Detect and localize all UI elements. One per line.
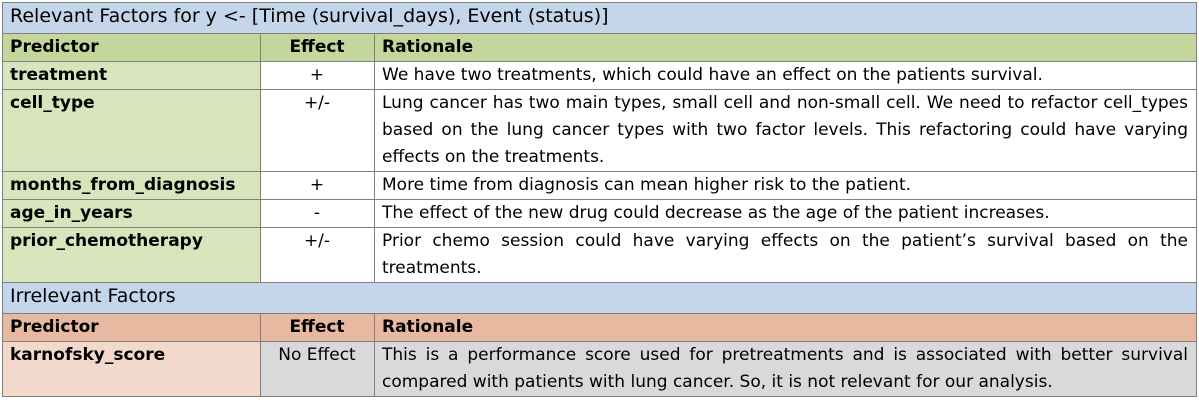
effect-cell: - — [260, 199, 375, 228]
rationale-cell: This is a performance score used for pre… — [374, 341, 1197, 397]
predictor-header: Predictor — [2, 313, 261, 342]
effect-cell: + — [260, 171, 375, 200]
table-row: age_in_years - The effect of the new dru… — [2, 199, 1197, 228]
table-row: cell_type +/- Lung cancer has two main t… — [2, 89, 1197, 172]
rationale-header: Rationale — [374, 313, 1197, 342]
rationale-cell: We have two treatments, which could have… — [374, 61, 1197, 90]
effect-cell: +/- — [260, 227, 375, 283]
rationale-cell: The effect of the new drug could decreas… — [374, 199, 1197, 228]
rationale-cell: Lung cancer has two main types, small ce… — [374, 89, 1197, 172]
table-row: prior_chemotherapy +/- Prior chemo sessi… — [2, 227, 1197, 283]
table-row: karnofsky_score No Effect This is a perf… — [2, 341, 1197, 397]
predictor-cell: age_in_years — [2, 199, 261, 228]
effect-header: Effect — [260, 313, 375, 342]
irrelevant-header-row: Predictor Effect Rationale — [2, 313, 1197, 342]
rationale-cell: Prior chemo session could have varying e… — [374, 227, 1197, 283]
relevant-banner-row: Relevant Factors for y <- [Time (surviva… — [2, 2, 1197, 34]
relevant-factors-title: Relevant Factors for y <- [Time (surviva… — [2, 2, 1197, 34]
effect-header: Effect — [260, 33, 375, 62]
table-row: months_from_diagnosis + More time from d… — [2, 171, 1197, 200]
predictor-cell: treatment — [2, 61, 261, 90]
predictor-cell: months_from_diagnosis — [2, 171, 261, 200]
irrelevant-banner-row: Irrelevant Factors — [2, 282, 1197, 314]
rationale-cell: More time from diagnosis can mean higher… — [374, 171, 1197, 200]
predictor-cell: karnofsky_score — [2, 341, 261, 397]
effect-cell: No Effect — [260, 341, 375, 397]
relevant-header-row: Predictor Effect Rationale — [2, 33, 1197, 62]
predictor-header: Predictor — [2, 33, 261, 62]
rationale-header: Rationale — [374, 33, 1197, 62]
effect-cell: +/- — [260, 89, 375, 172]
irrelevant-factors-title: Irrelevant Factors — [2, 282, 1197, 314]
table-row: treatment + We have two treatments, whic… — [2, 61, 1197, 90]
factors-table: Relevant Factors for y <- [Time (surviva… — [2, 2, 1197, 397]
predictor-cell: prior_chemotherapy — [2, 227, 261, 283]
effect-cell: + — [260, 61, 375, 90]
predictor-cell: cell_type — [2, 89, 261, 172]
